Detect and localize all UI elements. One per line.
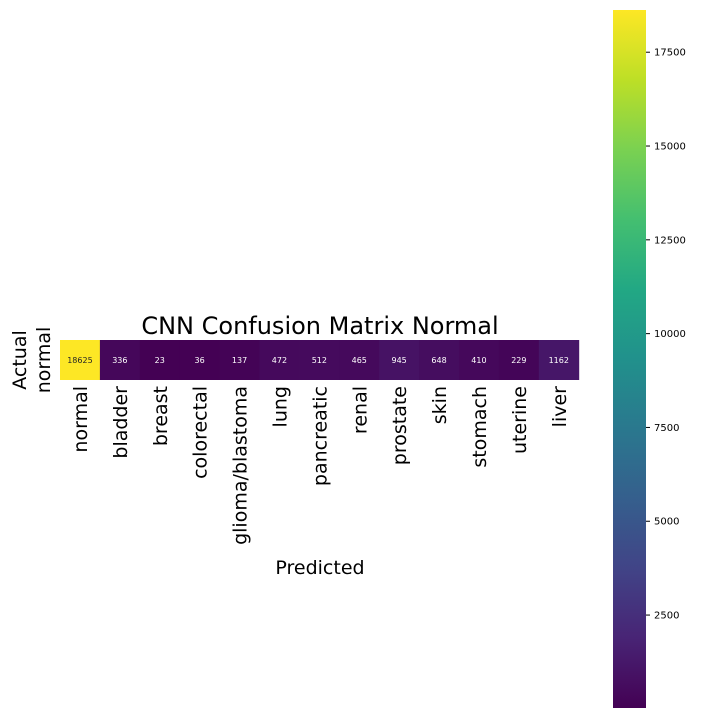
x-tick-label: glioma/blastoma [230,386,252,545]
colorbar-tick-label: 10000 [654,329,686,340]
heatmap-cell [538,340,580,380]
x-tick-label: stomach [469,386,491,468]
x-tick-label: skin [429,386,451,424]
x-tick-label: lung [269,386,291,427]
heatmap-cell [299,340,340,380]
x-tick-label: liver [549,386,571,427]
colorbar-tick-label: 2500 [654,611,679,622]
cell-value-label: 465 [352,356,367,365]
y-tick-label: normal [33,327,55,394]
x-tick-label: breast [150,386,172,446]
colorbar-tick-label: 15000 [654,142,686,153]
cell-value-label: 472 [272,356,287,365]
heatmap-cell [99,340,141,380]
cell-value-label: 945 [392,356,407,365]
heatmap-cell [339,340,380,380]
cell-value-label: 229 [511,356,526,365]
cell-value-label: 336 [112,356,127,365]
heatmap-cell [259,340,300,380]
cell-value-label: 23 [155,356,165,365]
chart-title: CNN Confusion Matrix Normal [141,312,498,340]
heatmap-cell [379,340,420,380]
y-tick-labels: normal [33,327,55,394]
x-tick-label: renal [349,386,371,434]
y-axis-label: Actual [9,330,31,390]
heatmap-cell [419,340,460,380]
colorbar: 2500 5000 7500 10000 12500 15000 17500 [613,10,686,708]
colorbar-ticks: 2500 5000 7500 10000 12500 15000 17500 [646,48,686,622]
x-tick-label: bladder [110,386,132,459]
x-axis-label: Predicted [275,557,364,579]
x-tick-labels: normal bladder breast colorectal glioma/blas… [70,386,571,545]
heatmap-cell [219,340,260,380]
colorbar-gradient [613,10,646,708]
colorbar-tick-label: 17500 [654,48,686,59]
colorbar-tick-label: 12500 [654,235,686,246]
cell-value-label: 648 [431,356,446,365]
x-tick-label: uterine [509,386,531,454]
cell-value-label: 512 [312,356,327,365]
heatmap-cell [179,340,221,380]
x-tick-label: colorectal [190,386,212,479]
colorbar-tick-label: 7500 [654,423,679,434]
cell-value-label: 1162 [549,356,569,365]
cell-value-label: 410 [471,356,486,365]
x-tick-label: pancreatic [309,386,331,486]
heatmap-cell [139,340,181,380]
heatmap-cells: 18625 336 23 36 137 472 512 465 945 648 410 229 1162 [60,340,580,380]
cell-value-label: 18625 [67,356,92,365]
x-tick-label: prostate [389,386,411,465]
cell-value-label: 137 [232,356,247,365]
heatmap-cell [60,340,101,380]
x-tick-label: normal [70,386,92,453]
colorbar-tick-label: 5000 [654,517,679,528]
heatmap-cell [459,340,500,380]
cell-value-label: 36 [195,356,205,365]
heatmap-cell [498,340,540,380]
